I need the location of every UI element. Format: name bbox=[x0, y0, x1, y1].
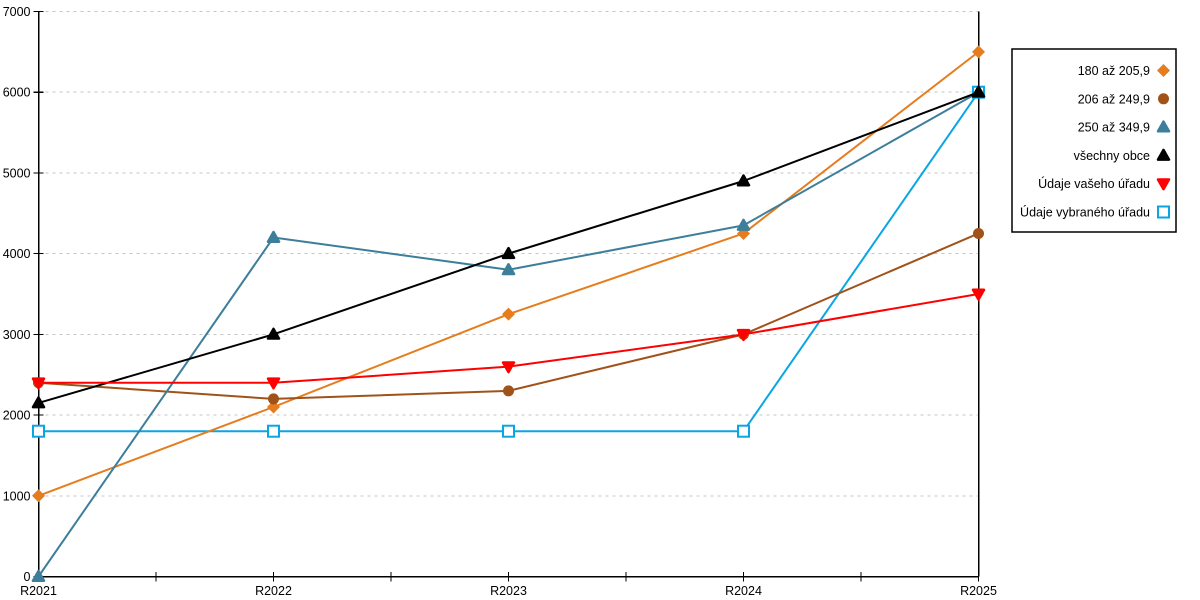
marker-diamond bbox=[267, 400, 280, 414]
marker-triangle-up bbox=[971, 85, 986, 98]
marker-diamond bbox=[502, 307, 515, 321]
marker-circle bbox=[503, 385, 514, 397]
y-tick-label: 0 bbox=[24, 570, 31, 584]
marker-triangle-up bbox=[266, 327, 281, 340]
y-tick-label: 4000 bbox=[3, 247, 31, 261]
marker-triangle-up bbox=[501, 246, 516, 260]
marker-triangle-down bbox=[736, 328, 751, 342]
marker-triangle-down bbox=[31, 377, 46, 390]
marker-diamond bbox=[1157, 64, 1170, 77]
marker-triangle-up bbox=[736, 218, 751, 231]
marker-square-open bbox=[1157, 205, 1170, 219]
legend-label: všechny obce bbox=[1074, 149, 1150, 163]
marker-triangle-up bbox=[736, 174, 751, 187]
marker-triangle-up bbox=[266, 230, 281, 243]
marker-triangle-down bbox=[266, 377, 281, 390]
marker-triangle-up bbox=[1156, 120, 1171, 133]
marker-square-open bbox=[267, 424, 280, 438]
marker-circle bbox=[973, 227, 984, 239]
x-tick-label: R2024 bbox=[725, 584, 762, 598]
marker-triangle-down bbox=[1156, 178, 1171, 191]
x-tick-label: R2025 bbox=[960, 584, 997, 598]
marker-triangle-up bbox=[1156, 148, 1171, 161]
marker-circle bbox=[1158, 93, 1169, 105]
marker-triangle-down bbox=[501, 361, 516, 374]
legend-label: Údaje vybraného úřadu bbox=[1020, 205, 1150, 220]
legend-box bbox=[1011, 48, 1177, 233]
marker-diamond bbox=[32, 489, 45, 503]
marker-square-open bbox=[737, 424, 750, 438]
x-tick-label: R2021 bbox=[20, 584, 57, 598]
series-line bbox=[38, 91, 980, 433]
legend-label: 250 až 349,9 bbox=[1078, 121, 1150, 135]
marker-square-open bbox=[32, 424, 45, 438]
y-tick-label: 3000 bbox=[3, 328, 31, 342]
y-tick-label: 6000 bbox=[3, 86, 31, 100]
marker-triangle-up bbox=[31, 396, 46, 409]
legend-label: 206 až 249,9 bbox=[1078, 92, 1150, 106]
y-tick-label: 2000 bbox=[3, 409, 31, 423]
legend-label: 180 až 205,9 bbox=[1078, 64, 1150, 78]
x-tick-label: R2023 bbox=[490, 584, 527, 598]
marker-triangle-up bbox=[31, 569, 46, 582]
marker-triangle-up bbox=[501, 263, 516, 276]
x-tick-label: R2022 bbox=[255, 584, 292, 598]
marker-square-open bbox=[502, 424, 515, 438]
y-tick-label: 5000 bbox=[3, 166, 31, 180]
marker-diamond bbox=[972, 45, 985, 59]
y-tick-label: 1000 bbox=[3, 489, 31, 503]
y-tick-label: 7000 bbox=[3, 5, 31, 19]
marker-circle bbox=[268, 393, 279, 405]
legend-label: Údaje vašeho úřadu bbox=[1038, 176, 1150, 191]
marker-triangle-down bbox=[971, 288, 986, 301]
